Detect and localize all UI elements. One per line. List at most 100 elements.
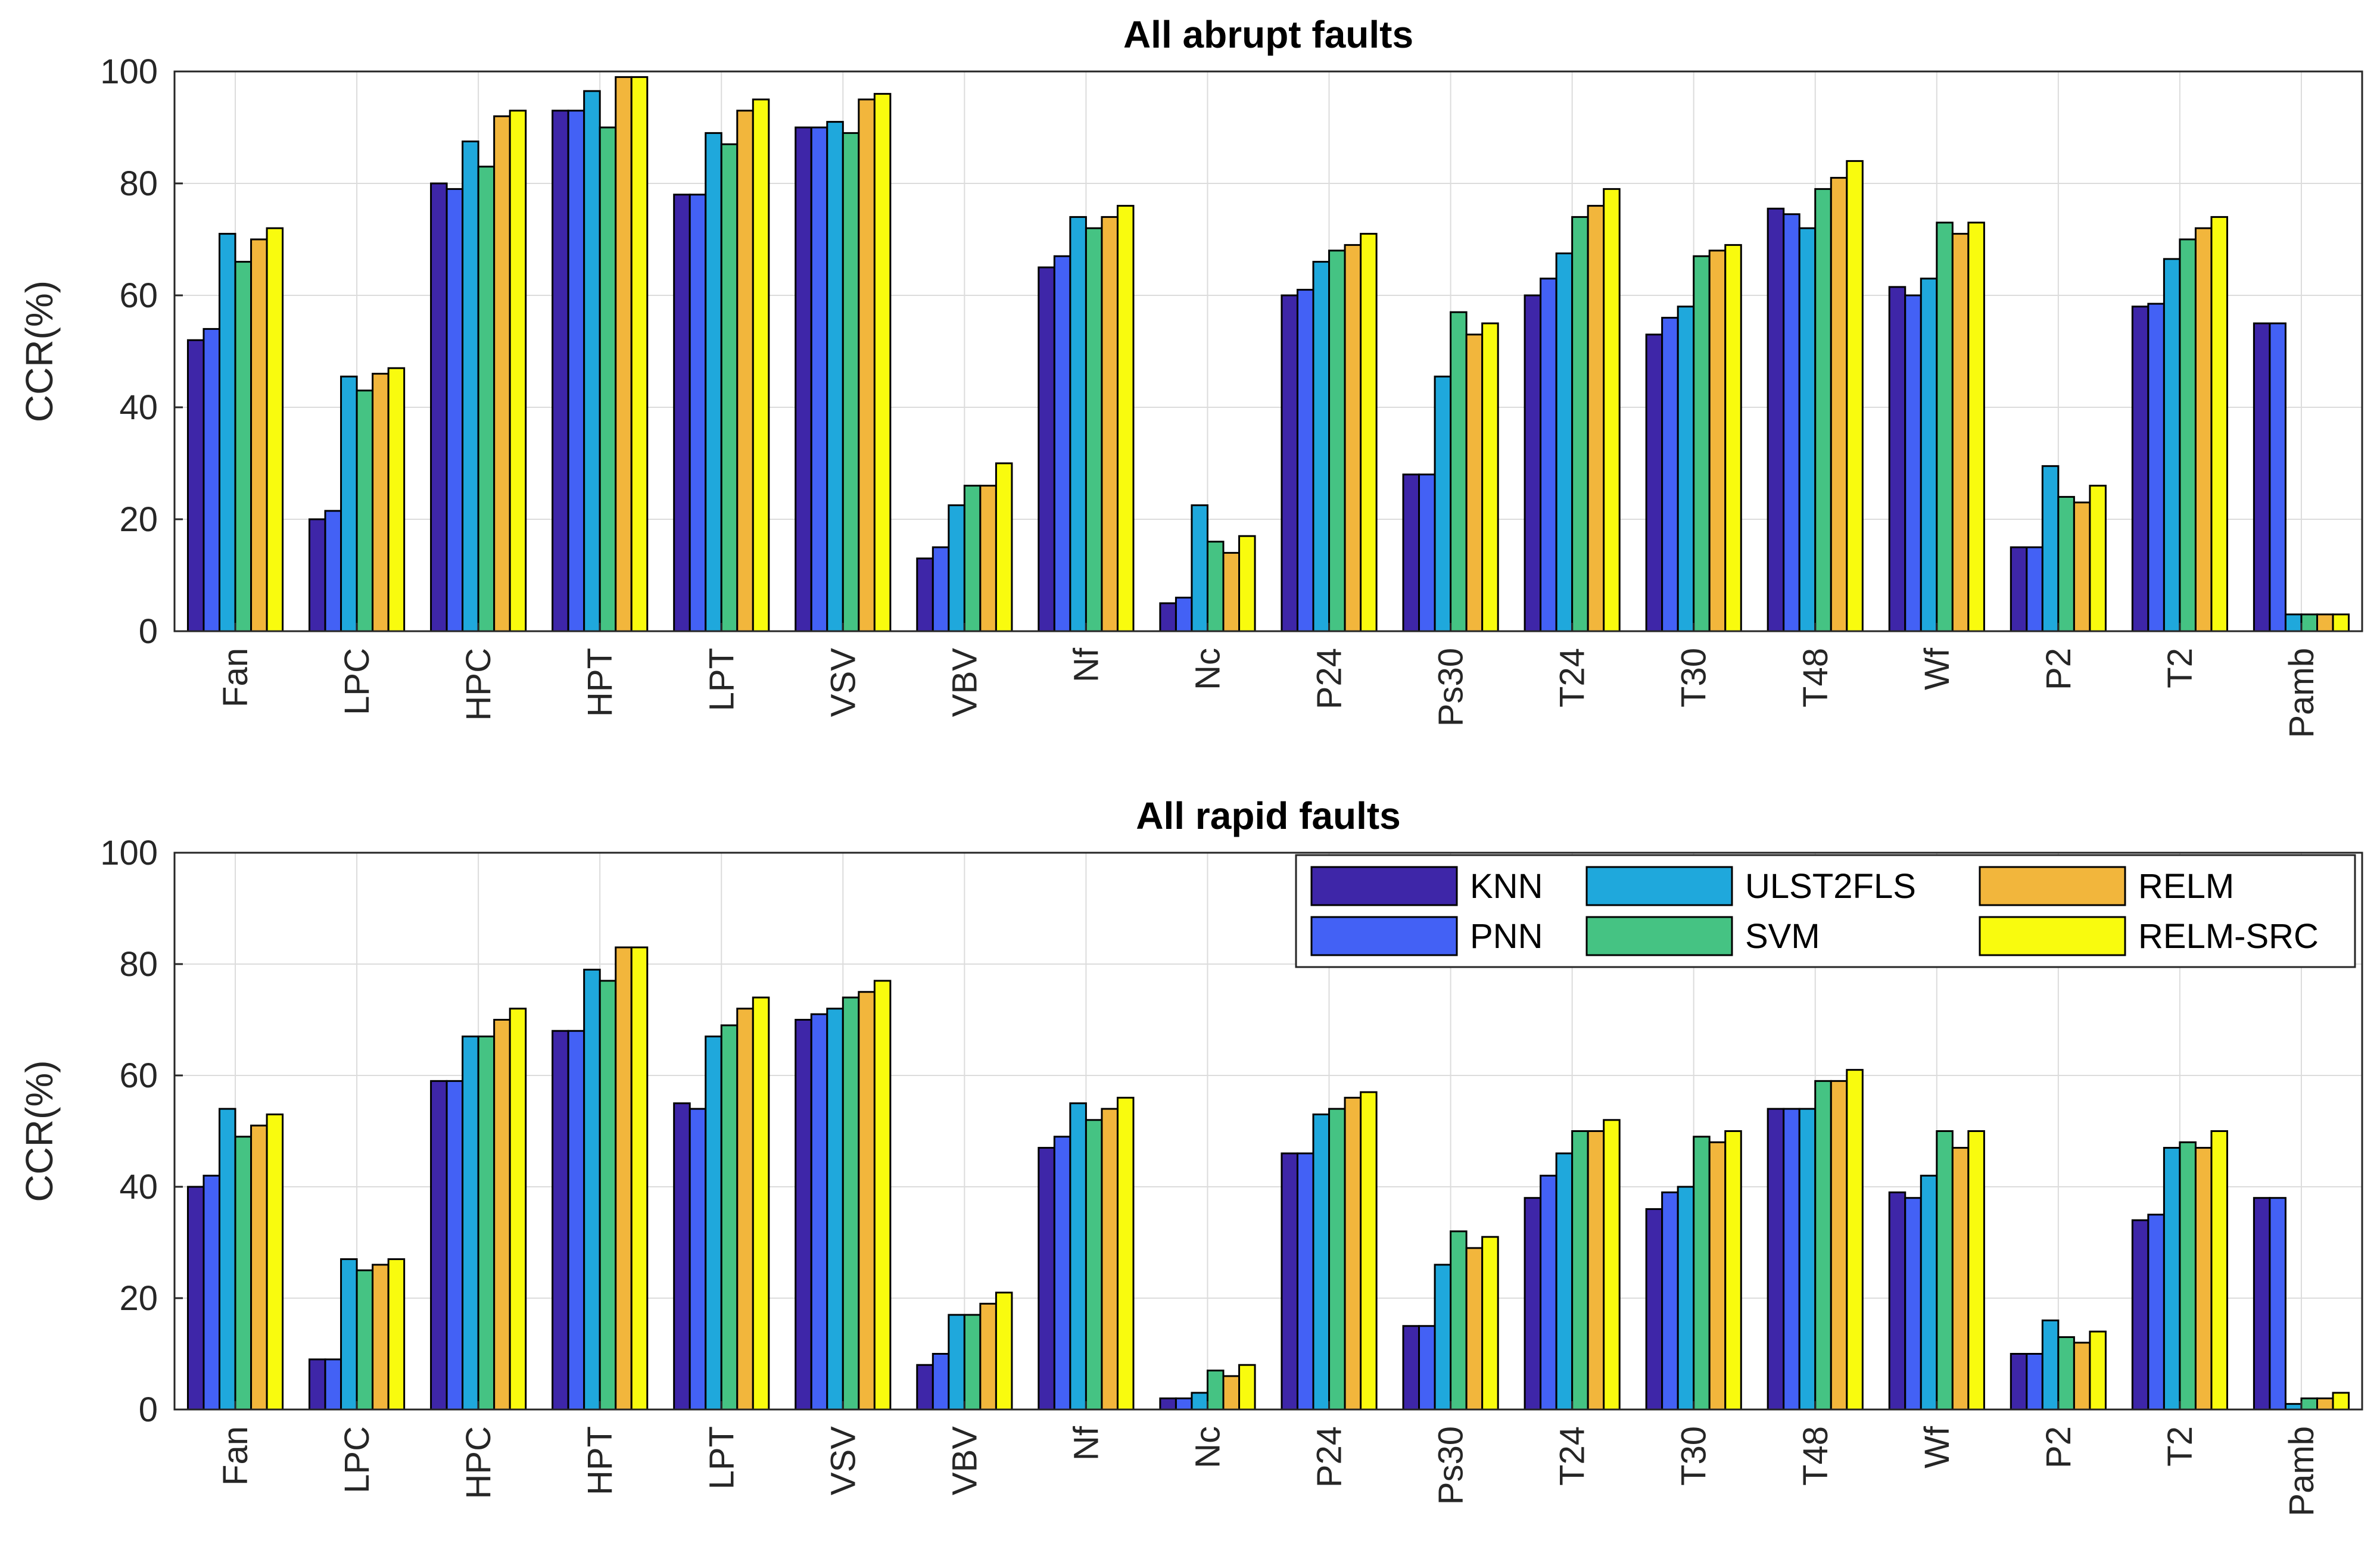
bar-pnn-p24 xyxy=(1296,289,1314,632)
bar-knn-nc xyxy=(1159,1397,1177,1411)
bar-pnn-t2 xyxy=(2147,1214,2165,1411)
bar-ulst2fls-nf xyxy=(1069,1102,1087,1411)
x-tick-label: T2 xyxy=(2161,648,2200,688)
bar-ulst2fls-vbv xyxy=(948,504,965,632)
bar-relm-hpc xyxy=(493,1019,511,1411)
bar-relm-src-vbv xyxy=(995,462,1013,632)
bar-ulst2fls-lpc xyxy=(340,375,358,632)
bar-ulst2fls-nc xyxy=(1191,1392,1208,1411)
bar-svm-p2 xyxy=(2057,1336,2075,1411)
y-tick-label: 80 xyxy=(119,164,158,203)
bar-svm-hpc xyxy=(477,1036,496,1411)
bar-knn-vbv xyxy=(916,1364,934,1411)
bar-knn-fan xyxy=(186,1186,205,1411)
y-tick-label: 60 xyxy=(119,276,158,315)
bar-relm-src-fan xyxy=(266,227,284,632)
bar-pnn-fan xyxy=(203,1174,221,1411)
bar-ulst2fls-lpc xyxy=(340,1258,358,1411)
x-tick-label: P24 xyxy=(1310,1426,1349,1487)
bar-relm-t24 xyxy=(1587,1130,1605,1411)
bar-relm-src-p24 xyxy=(1360,1091,1378,1411)
bar-relm-src-hpc xyxy=(509,1008,527,1411)
bar-pnn-ps30 xyxy=(1418,473,1436,632)
bar-pnn-lpc xyxy=(324,1358,342,1411)
x-tick-label: T30 xyxy=(1675,1426,1714,1486)
bar-ulst2fls-hpt xyxy=(583,968,601,1411)
bar-svm-p2 xyxy=(2057,495,2075,632)
x-tick-label: T24 xyxy=(1553,648,1592,707)
bar-ulst2fls-nf xyxy=(1069,216,1087,632)
bar-relm-pamb xyxy=(2316,1397,2334,1411)
bar-svm-lpc xyxy=(356,1269,374,1411)
bar-pnn-t48 xyxy=(1783,1108,1800,1411)
bar-pnn-pamb xyxy=(2269,1197,2286,1411)
bar-relm-ps30 xyxy=(1465,333,1484,632)
bar-svm-t24 xyxy=(1571,216,1589,632)
x-tick-label: P2 xyxy=(2039,648,2078,690)
bar-relm-vsv xyxy=(858,98,876,632)
bar-relm-p2 xyxy=(2073,1342,2091,1411)
bar-knn-hpt xyxy=(552,110,569,632)
legend-label-relm: RELM xyxy=(2138,867,2234,906)
bar-pnn-hpc xyxy=(446,1080,464,1411)
bar-svm-nf xyxy=(1085,227,1103,632)
bar-pnn-wf xyxy=(1904,294,1922,632)
bar-svm-lpc xyxy=(356,389,374,632)
bar-relm-src-vbv xyxy=(995,1292,1013,1411)
x-tick-label: Nc xyxy=(1188,648,1227,690)
bar-relm-vsv xyxy=(858,991,876,1411)
bar-relm-src-nc xyxy=(1238,535,1256,632)
bar-relm-pamb xyxy=(2316,613,2334,632)
bar-svm-ps30 xyxy=(1450,311,1468,632)
x-tick-label: HPT xyxy=(581,1426,619,1495)
bar-relm-src-ps30 xyxy=(1481,322,1499,632)
chart-title: All abrupt faults xyxy=(1123,13,1413,56)
y-axis-label: CCR(%) xyxy=(18,280,61,422)
bar-relm-src-pamb xyxy=(2332,1392,2350,1411)
x-tick-label: HPT xyxy=(581,648,619,717)
bar-pnn-t24 xyxy=(1540,277,1557,632)
bar-relm-lpc xyxy=(372,373,390,632)
bar-pnn-p2 xyxy=(2026,546,2043,632)
x-tick-label: Fan xyxy=(216,648,255,707)
legend-swatch-svm xyxy=(1585,916,1733,956)
bar-relm-src-vsv xyxy=(873,980,892,1411)
bar-relm-src-nf xyxy=(1116,205,1135,632)
legend-box xyxy=(1295,854,2356,968)
bar-relm-hpc xyxy=(493,115,511,632)
bar-ulst2fls-t24 xyxy=(1555,1152,1574,1411)
legend-label-svm: SVM xyxy=(1745,917,1820,956)
bar-relm-src-lpc xyxy=(387,1258,406,1411)
bar-ulst2fls-p2 xyxy=(2041,465,2060,632)
bar-svm-vbv xyxy=(963,485,982,632)
bar-ulst2fls-t2 xyxy=(2163,258,2181,632)
bar-ulst2fls-hpt xyxy=(583,90,601,632)
y-tick-label: 80 xyxy=(119,945,158,984)
bar-pnn-p2 xyxy=(2026,1353,2043,1411)
chart-title: All rapid faults xyxy=(1136,794,1401,837)
bar-knn-p2 xyxy=(2010,1353,2028,1411)
bar-relm-src-t48 xyxy=(1846,160,1864,632)
bar-ulst2fls-vbv xyxy=(948,1314,965,1411)
bar-svm-wf xyxy=(1936,222,1954,632)
bar-pnn-lpt xyxy=(689,1108,707,1411)
bar-pnn-wf xyxy=(1904,1197,1922,1411)
bar-relm-src-nf xyxy=(1116,1096,1135,1411)
bar-relm-src-p2 xyxy=(2089,485,2107,632)
x-tick-label: VBV xyxy=(945,1426,984,1495)
legend-swatch-relm xyxy=(1979,866,2126,906)
bar-ulst2fls-p24 xyxy=(1312,1113,1331,1411)
x-tick-label: T48 xyxy=(1796,1426,1835,1486)
x-tick-label: Nc xyxy=(1188,1426,1227,1468)
x-tick-label: HPC xyxy=(459,1426,498,1499)
bar-knn-t24 xyxy=(1524,294,1542,632)
legend-swatch-ulst2fls xyxy=(1585,866,1733,906)
bar-ulst2fls-t24 xyxy=(1555,252,1574,632)
bar-svm-nc xyxy=(1206,1370,1225,1411)
bar-svm-t30 xyxy=(1693,255,1711,632)
bar-relm-src-nc xyxy=(1238,1364,1256,1411)
bar-knn-wf xyxy=(1888,1191,1907,1411)
bar-knn-wf xyxy=(1888,286,1907,632)
x-tick-label: LPT xyxy=(702,1426,741,1489)
legend-label-knn: KNN xyxy=(1470,867,1543,906)
